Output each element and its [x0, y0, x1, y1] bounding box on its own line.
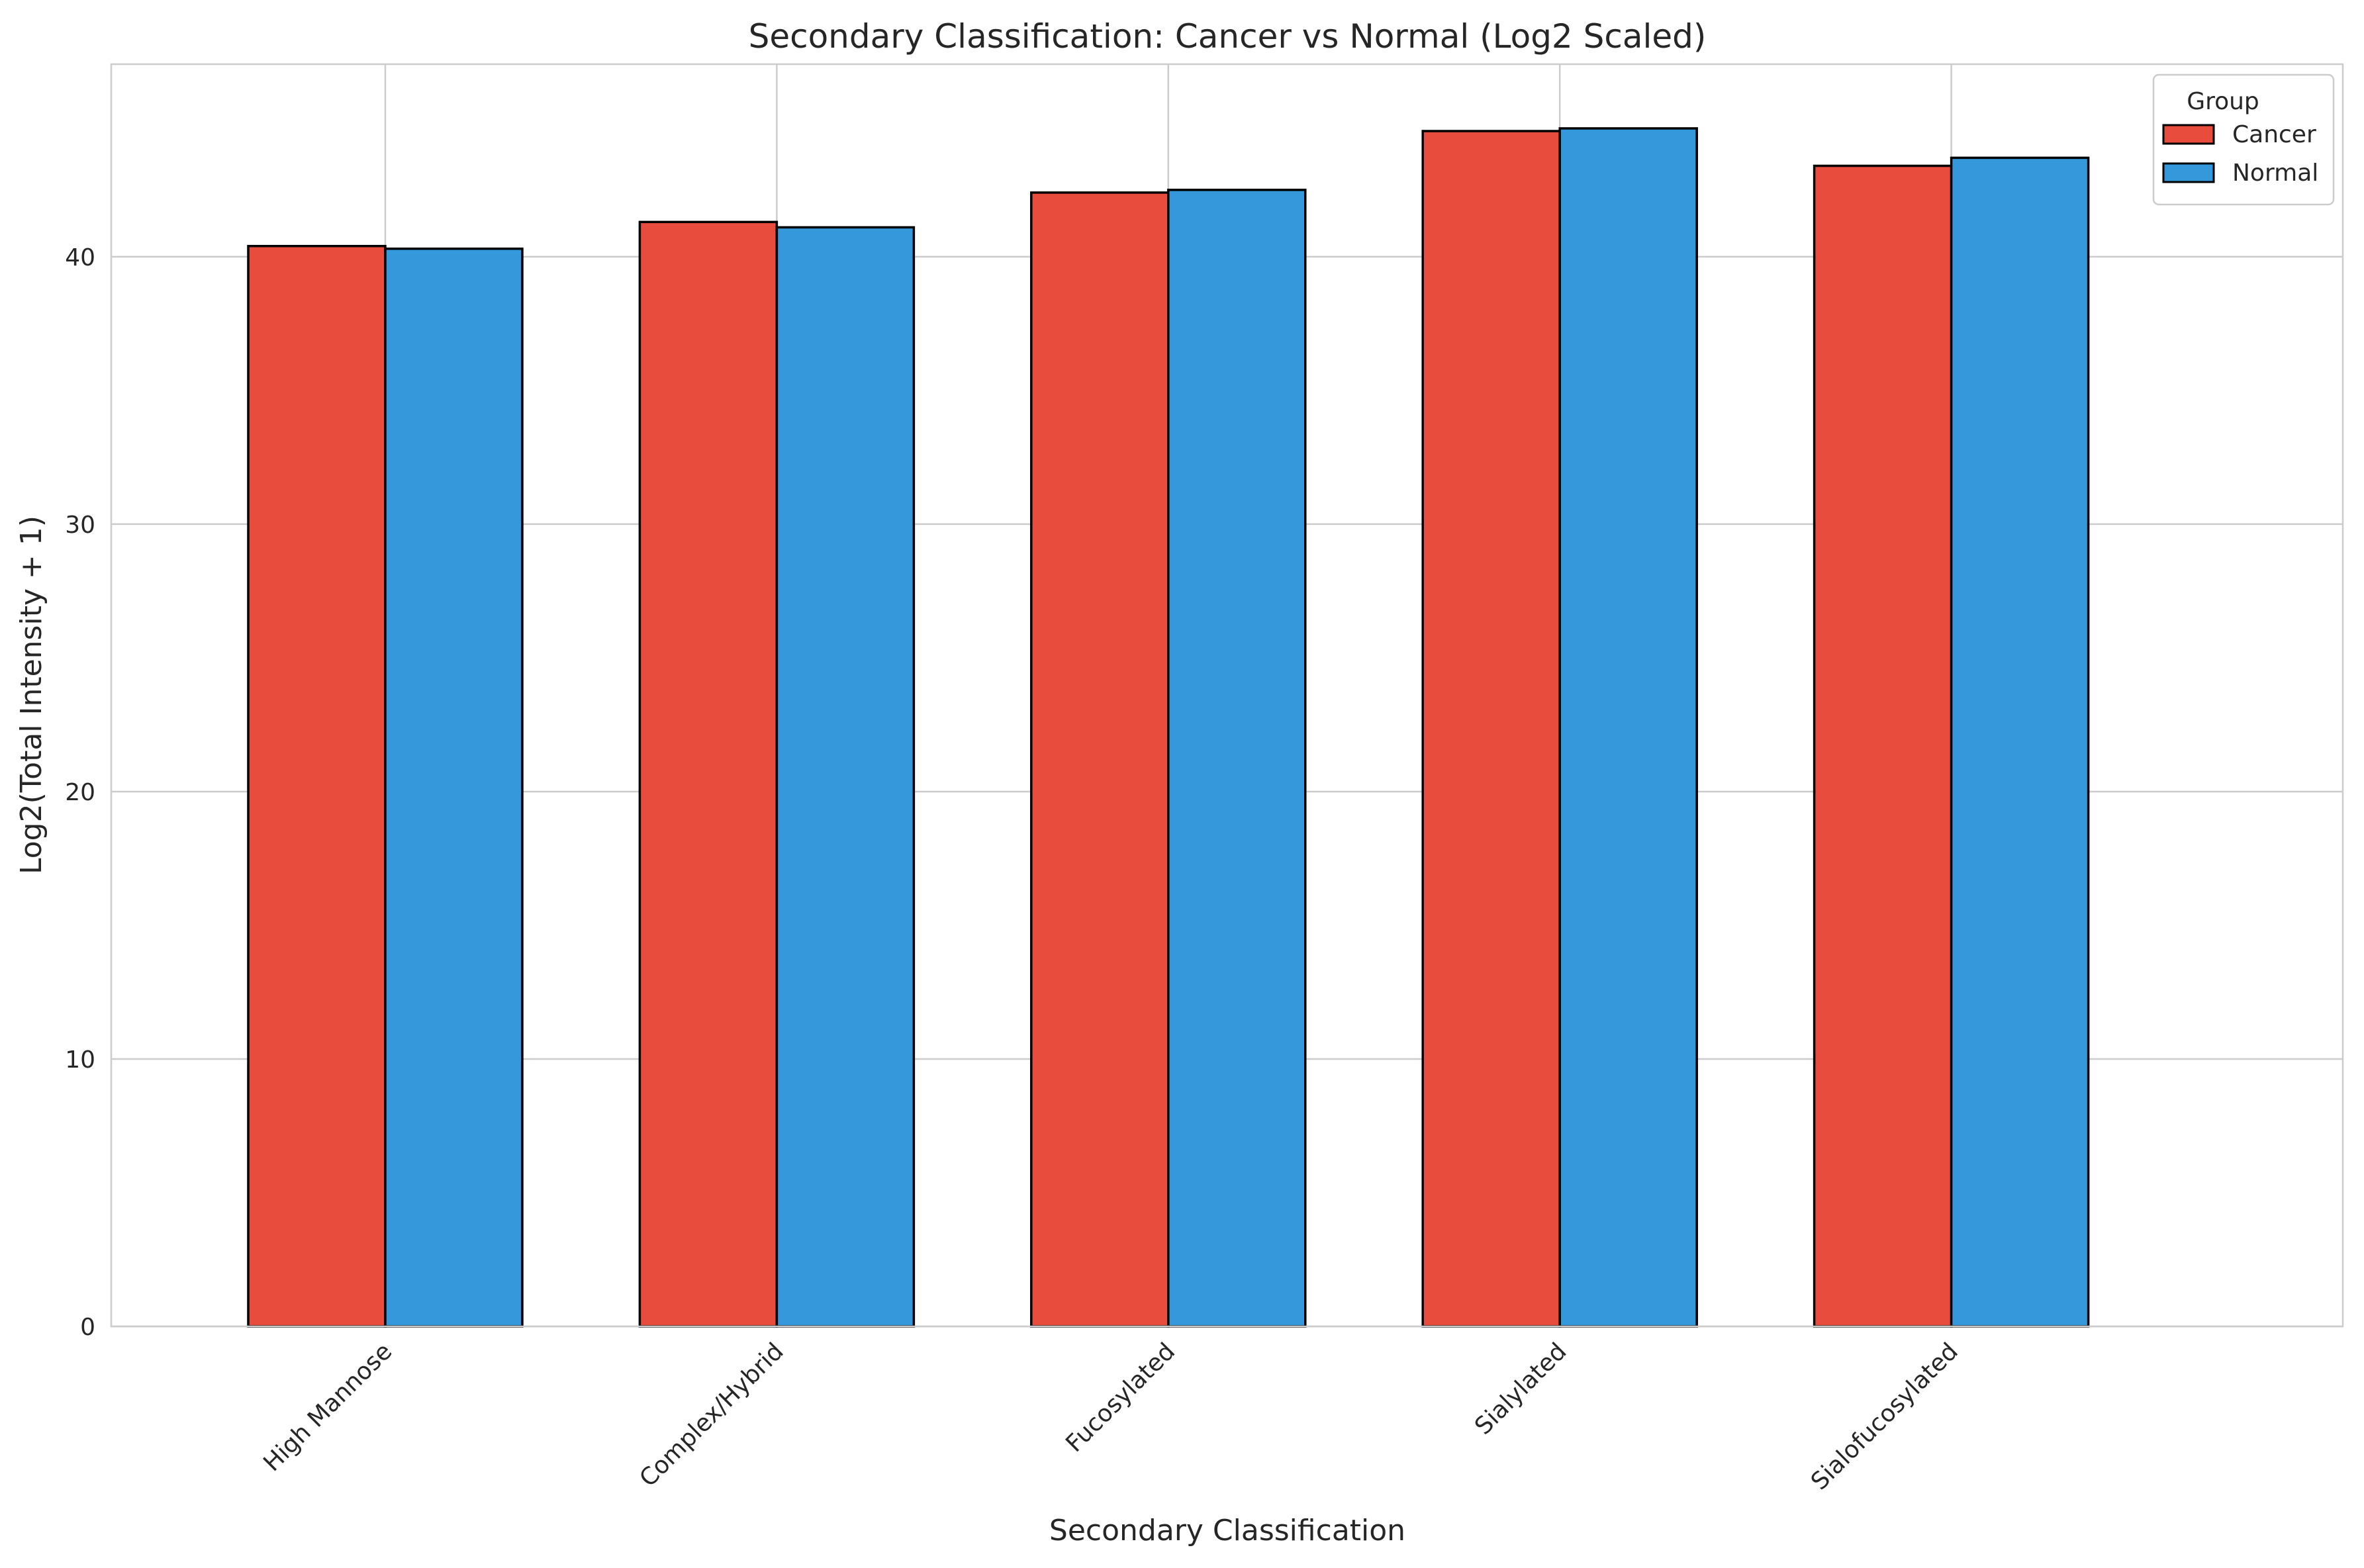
bar-normal-2: [1167, 189, 1307, 1328]
legend-swatch-normal: [2162, 162, 2215, 183]
bar-cancer-4: [1813, 164, 1953, 1328]
y-tick-label: 30: [65, 512, 95, 539]
y-axis-label: Log2(Total Intensity + 1): [15, 516, 48, 874]
legend-title: Group: [2187, 88, 2259, 115]
bar-normal-0: [384, 248, 524, 1328]
y-tick-label: 40: [65, 244, 95, 271]
plot-frame: [110, 63, 2344, 1328]
legend-items: Cancer Normal: [2162, 121, 2318, 187]
y-tick-label: 20: [65, 779, 95, 806]
bar-normal-3: [1558, 127, 1698, 1328]
bar-cancer-3: [1421, 130, 1561, 1328]
chart-title: Secondary Classification: Cancer vs Norm…: [749, 17, 1707, 56]
x-axis-label: Secondary Classification: [1049, 1514, 1405, 1547]
bar-cancer-0: [247, 244, 387, 1328]
y-tick-label: 10: [65, 1046, 95, 1074]
legend-swatch-cancer: [2162, 124, 2215, 145]
y-tick-label: 0: [80, 1314, 95, 1341]
bars: [247, 127, 2090, 1328]
bar-cancer-2: [1030, 191, 1170, 1328]
y-tick-labels: 0 10 20 30 40: [65, 244, 95, 1341]
bar-normal-4: [1950, 156, 2090, 1328]
bar-cancer-1: [638, 220, 779, 1328]
legend-label-cancer: Cancer: [2232, 121, 2316, 148]
legend-label-normal: Normal: [2232, 160, 2318, 187]
legend: Group Cancer Normal: [2152, 73, 2335, 206]
bar-normal-1: [775, 226, 916, 1328]
